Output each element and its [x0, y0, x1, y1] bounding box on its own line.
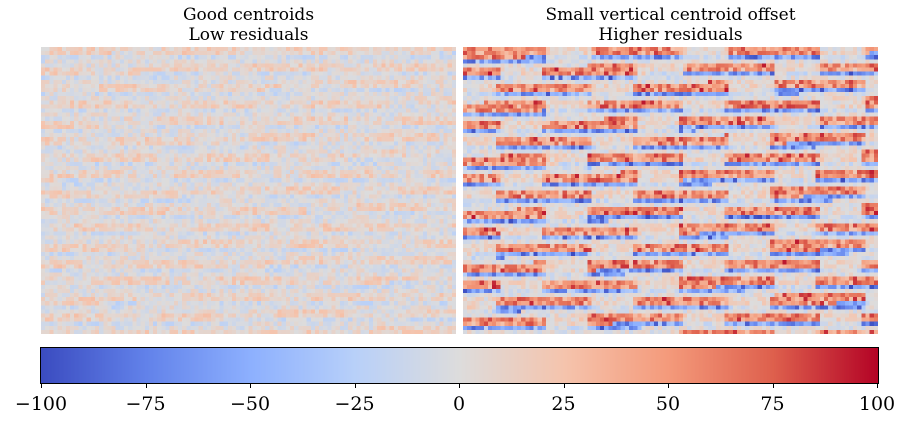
colorbar-tick-label: −75 — [125, 393, 166, 415]
heatmap-vertical-offset — [463, 47, 878, 334]
colorbar-tick-label: 75 — [760, 393, 785, 415]
left-panel-title: Good centroids Low residuals — [41, 5, 456, 45]
colorbar-tick — [459, 383, 460, 388]
colorbar — [40, 347, 879, 384]
colorbar-tick — [250, 383, 251, 388]
colorbar-tick-label: 0 — [452, 393, 466, 415]
colorbar-tick-label: −25 — [334, 393, 375, 415]
colorbar-tick — [877, 383, 878, 388]
colorbar-tick-label: 25 — [551, 393, 576, 415]
colorbar-tick-label: −50 — [229, 393, 271, 415]
colorbar-tick — [668, 383, 669, 388]
colorbar-tick — [41, 383, 42, 388]
colorbar-tick — [354, 383, 356, 388]
heatmap-good-centroids — [41, 47, 456, 334]
colorbar-tick — [563, 383, 565, 388]
colorbar-tick-label: 50 — [655, 393, 681, 415]
right-panel-title: Small vertical centroid offset Higher re… — [463, 5, 878, 45]
colorbar-tick-label: 100 — [858, 393, 896, 415]
colorbar-tick-label: −100 — [14, 393, 68, 415]
left-title-line-2: Low residuals — [188, 25, 309, 45]
right-title-line-2: Higher residuals — [598, 25, 743, 45]
right-title-line-1: Small vertical centroid offset — [545, 5, 796, 25]
colorbar-tick — [772, 383, 774, 388]
left-title-line-1: Good centroids — [182, 5, 315, 25]
colorbar-tick — [145, 383, 147, 388]
